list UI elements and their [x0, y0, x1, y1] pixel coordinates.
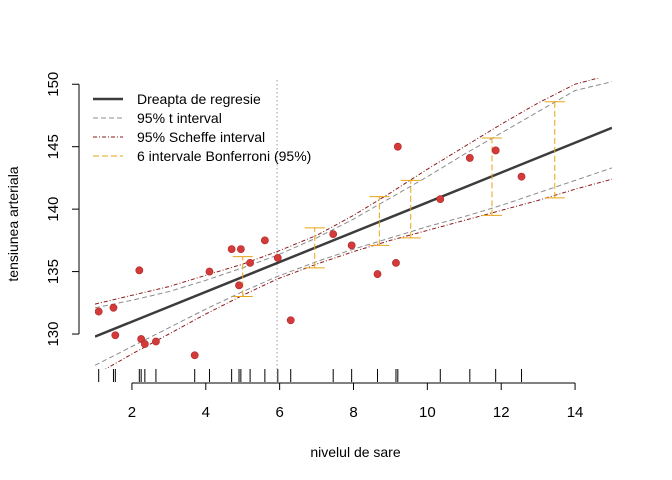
scheffe-interval-upper: [95, 78, 601, 305]
legend-item: 95% Scheffe interval: [93, 129, 265, 145]
t-interval-upper: [95, 81, 612, 309]
y-axis-title: tensiunea arteriala: [5, 166, 21, 281]
data-point: [95, 307, 103, 316]
data-point: [140, 340, 149, 348]
data-point: [347, 241, 356, 250]
legend-item: 95% t interval: [93, 110, 222, 126]
x-tick-label: 4: [202, 404, 210, 421]
plot-area: [95, 78, 612, 369]
t-interval-lower: [95, 167, 612, 366]
data-point: [111, 331, 120, 340]
bonferroni-interval: [544, 101, 565, 199]
bonferroni-interval: [369, 196, 390, 246]
x-tick-label: 12: [493, 404, 510, 421]
scheffe-interval-lower: [104, 178, 612, 369]
data-point: [236, 245, 245, 254]
bonferroni-interval: [232, 256, 253, 298]
data-point: [152, 337, 160, 346]
y-tick-label: 135: [45, 259, 62, 284]
x-tick-label: 2: [128, 404, 136, 421]
data-point: [109, 303, 118, 312]
data-point: [246, 258, 254, 267]
x-axis-title: nivelul de sare: [310, 444, 400, 460]
legend-label: Dreapta de regresie: [137, 91, 261, 107]
bonferroni-interval: [304, 227, 325, 269]
y-tick-label: 150: [45, 72, 62, 97]
axes: 2 4 6 8 10 12 14 130 135 140 145 150: [45, 72, 583, 421]
data-point: [190, 351, 199, 360]
legend: Dreapta de regresie 95% t interval 95% Sch…: [93, 91, 311, 164]
data-point: [227, 245, 236, 254]
x-tick-label: 14: [567, 404, 584, 421]
data-point: [517, 172, 526, 181]
legend-label: 95% Scheffe interval: [137, 129, 265, 145]
y-tick-label: 130: [45, 322, 62, 347]
data-point: [205, 267, 214, 276]
data-point: [235, 281, 243, 290]
y-tick-label: 145: [45, 134, 62, 159]
data-point: [491, 146, 500, 155]
data-point: [465, 154, 474, 162]
data-point: [286, 316, 295, 325]
data-point: [373, 270, 382, 278]
data-point: [392, 258, 400, 267]
x-tick-label: 8: [349, 404, 357, 421]
legend-label: 6 intervale Bonferroni (95%): [137, 148, 311, 164]
data-point: [329, 230, 338, 239]
data-point: [436, 195, 445, 204]
x-tick-label: 6: [275, 404, 283, 421]
data-point: [393, 142, 402, 151]
data-point: [135, 266, 144, 275]
regression-line: [95, 126, 612, 338]
data-point: [273, 253, 282, 262]
legend-item: 6 intervale Bonferroni (95%): [93, 148, 311, 164]
legend-label: 95% t interval: [137, 110, 222, 126]
bonferroni-interval: [400, 179, 421, 239]
x-tick-label: 10: [419, 404, 436, 421]
legend-item: Dreapta de regresie: [93, 91, 261, 107]
y-tick-label: 140: [45, 197, 62, 222]
data-point: [260, 236, 269, 245]
